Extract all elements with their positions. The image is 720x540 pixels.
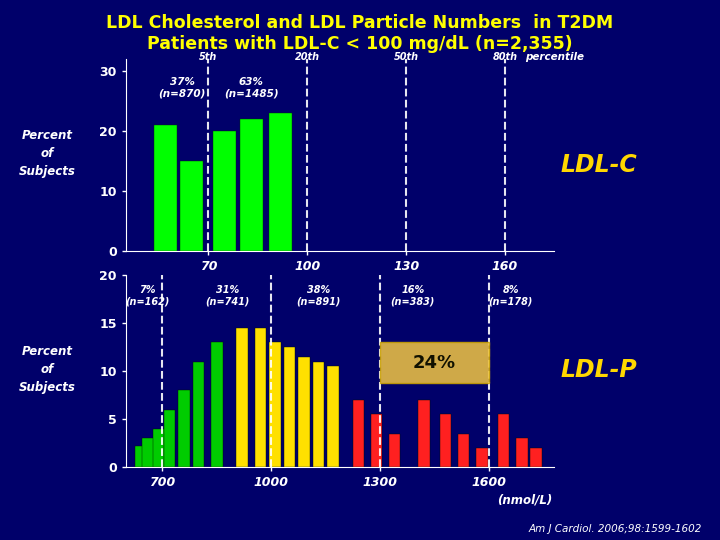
Bar [371,414,382,467]
Text: (nmol/L): (nmol/L) [498,494,552,507]
Bar [211,342,222,467]
Bar [255,328,266,467]
Bar [179,390,190,467]
Bar [418,400,430,467]
Bar [154,125,177,251]
Text: 37%
(n=870): 37% (n=870) [158,77,206,99]
Bar [327,367,338,467]
Text: percentile: percentile [525,52,584,63]
Text: 7%
(n=162): 7% (n=162) [125,285,170,307]
Bar [440,414,451,467]
Text: 38%
(n=891): 38% (n=891) [296,285,341,307]
Text: (mg/dL): (mg/dL) [496,278,548,291]
Bar [181,161,204,251]
Bar [312,362,324,467]
Text: Percent
of
Subjects: Percent of Subjects [19,130,75,178]
Bar [135,446,146,467]
Bar [353,400,364,467]
FancyBboxPatch shape [380,342,489,383]
Text: Percent
of
Subjects: Percent of Subjects [19,346,75,394]
Bar [213,131,236,251]
Bar [498,414,509,467]
Bar [389,434,400,467]
Bar [284,347,295,467]
Bar [153,429,164,467]
Bar [240,119,263,251]
Bar [163,409,176,467]
Text: 24%: 24% [413,354,456,372]
Bar [531,448,542,467]
Text: 20th: 20th [294,52,320,63]
Text: Am J Cardiol. 2006;98:1599-1602: Am J Cardiol. 2006;98:1599-1602 [528,523,702,534]
Text: 31%
(n=741): 31% (n=741) [205,285,250,307]
Text: LDL-P: LDL-P [561,358,637,382]
Bar [193,362,204,467]
Bar [298,357,310,467]
Bar [236,328,248,467]
Text: 16%
(n=383): 16% (n=383) [391,285,435,307]
Bar [269,113,292,251]
Text: 50th: 50th [394,52,418,63]
Bar [476,448,487,467]
Bar [142,438,153,467]
Text: 80th: 80th [492,52,518,63]
Text: 63%
(n=1485): 63% (n=1485) [224,77,279,99]
Bar [458,434,469,467]
Text: 5th: 5th [199,52,217,63]
Bar [516,438,528,467]
Bar [269,342,281,467]
Text: LDL-C: LDL-C [561,153,637,177]
Text: 8%
(n=178): 8% (n=178) [489,285,533,307]
Text: LDL Cholesterol and LDL Particle Numbers  in T2DM: LDL Cholesterol and LDL Particle Numbers… [107,14,613,31]
Text: Patients with LDL-C < 100 mg/dL (n=2,355): Patients with LDL-C < 100 mg/dL (n=2,355… [147,35,573,53]
